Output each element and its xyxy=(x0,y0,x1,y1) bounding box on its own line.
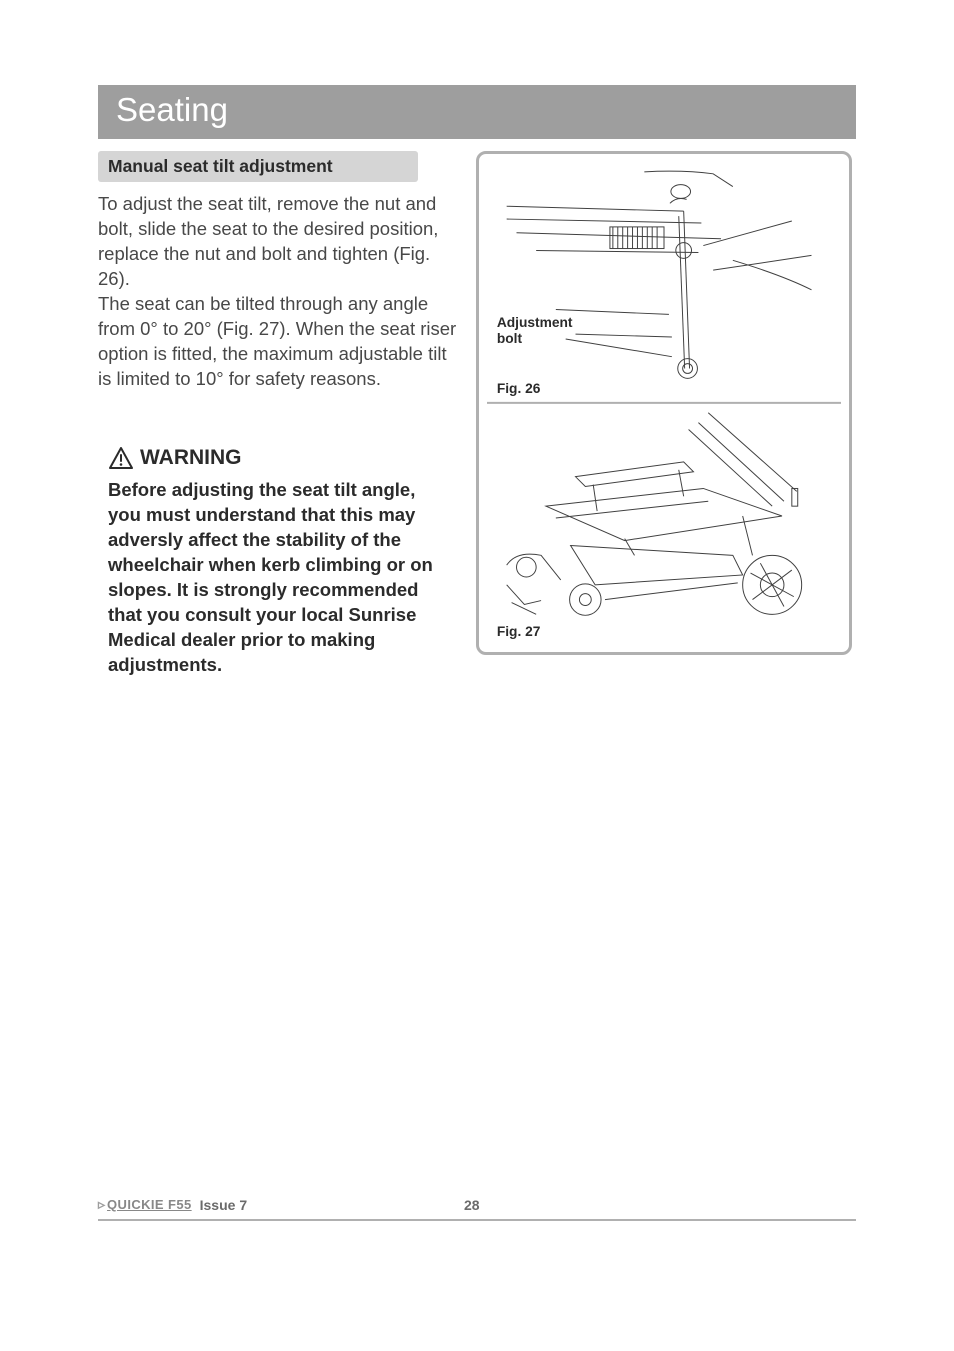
manual-page: Seating Manual seat tilt adjustment To a… xyxy=(0,0,954,1351)
fig27-caption: Fig. 27 xyxy=(497,624,541,639)
right-column: Adjustment bolt Fig. 26 xyxy=(476,151,852,694)
warning-body: Before adjusting the seat tilt angle, yo… xyxy=(108,478,448,678)
issue-label: Issue 7 xyxy=(200,1197,247,1213)
brand-prefix-icon: ▹ xyxy=(98,1196,105,1213)
subsection-header: Manual seat tilt adjustment xyxy=(98,151,418,182)
warning-header: WARNING xyxy=(108,446,448,470)
figure-frame: Adjustment bolt Fig. 26 xyxy=(476,151,852,655)
fig26-caption: Fig. 26 xyxy=(497,381,541,396)
figure-26-27-diagram: Adjustment bolt Fig. 26 xyxy=(487,162,841,644)
body-paragraph: To adjust the seat tilt, remove the nut … xyxy=(98,192,458,392)
page-number: 28 xyxy=(464,1197,480,1213)
fig26-label-line1: Adjustment xyxy=(497,315,573,330)
content-row: Manual seat tilt adjustment To adjust th… xyxy=(98,151,856,694)
footer-rule xyxy=(98,1219,856,1221)
warning-triangle-icon xyxy=(108,446,134,470)
section-title: Seating xyxy=(116,91,228,128)
footer-row: ▹ QUICKIE F55 Issue 7 28 xyxy=(98,1196,856,1213)
warning-box: WARNING Before adjusting the seat tilt a… xyxy=(98,434,458,694)
fig26-label-line2: bolt xyxy=(497,331,523,346)
warning-title: WARNING xyxy=(140,446,242,470)
left-column: Manual seat tilt adjustment To adjust th… xyxy=(98,151,458,694)
page-footer: ▹ QUICKIE F55 Issue 7 28 xyxy=(98,1196,856,1221)
section-title-bar: Seating xyxy=(98,85,856,139)
brand-name: QUICKIE F55 xyxy=(107,1197,192,1212)
